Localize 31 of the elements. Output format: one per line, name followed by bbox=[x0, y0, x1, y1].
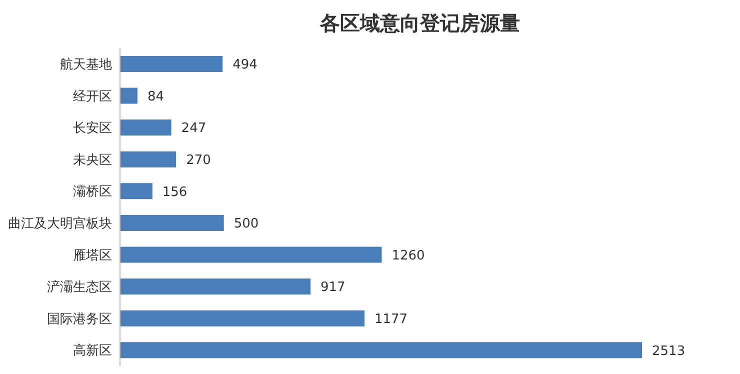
data-label: 494 bbox=[232, 58, 258, 73]
bar bbox=[120, 88, 138, 104]
data-label: 1177 bbox=[374, 312, 408, 327]
y-tick-label: 经开区 bbox=[73, 89, 112, 104]
y-tick-label: 国际港务区 bbox=[47, 312, 112, 327]
y-tick-label: 航天基地 bbox=[60, 58, 112, 73]
bar bbox=[120, 120, 172, 136]
y-tick-label: 未央区 bbox=[73, 152, 112, 168]
chart-title: 各区域意向登记房源量 bbox=[318, 10, 521, 37]
data-label: 1260 bbox=[392, 248, 425, 264]
y-tick-label: 浐灞生态区 bbox=[47, 280, 112, 296]
data-label: 84 bbox=[147, 89, 164, 104]
bar bbox=[120, 183, 152, 200]
y-tick-label: 灞桥区 bbox=[73, 184, 112, 200]
bar bbox=[120, 278, 310, 295]
bar bbox=[120, 214, 224, 231]
data-label: 270 bbox=[186, 152, 211, 168]
y-tick-label: 长安区 bbox=[73, 120, 112, 136]
data-label: 917 bbox=[320, 280, 346, 296]
bar bbox=[120, 56, 223, 72]
y-tick-label: 曲江及大明宫板块 bbox=[8, 216, 112, 232]
bar bbox=[120, 310, 364, 326]
data-label: 156 bbox=[162, 184, 188, 200]
y-tick-label: 雁塔区 bbox=[73, 248, 112, 264]
y-tick-label: 高新区 bbox=[73, 342, 112, 359]
bar bbox=[120, 246, 382, 263]
bar bbox=[120, 342, 642, 358]
data-label: 247 bbox=[181, 121, 206, 136]
data-label: 2513 bbox=[652, 344, 686, 359]
bar bbox=[120, 151, 176, 168]
data-label: 500 bbox=[234, 216, 259, 232]
